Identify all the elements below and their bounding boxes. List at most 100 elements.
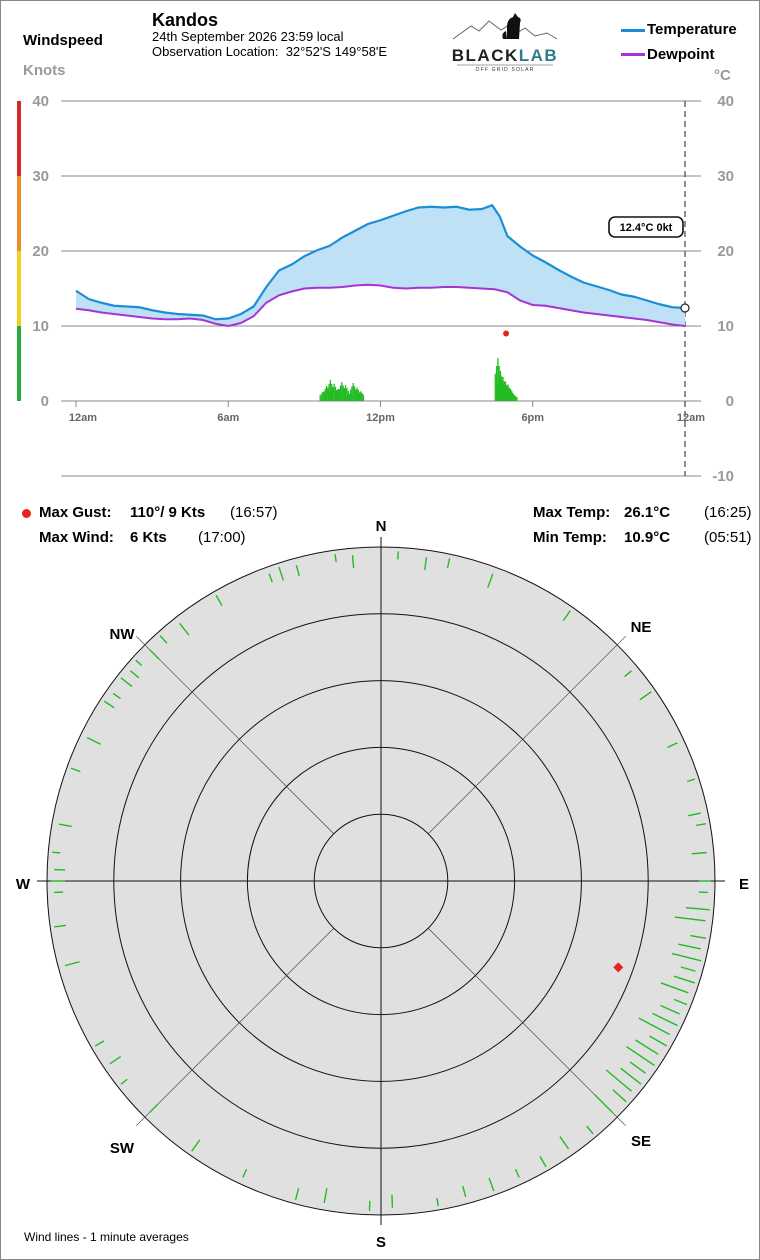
temperature-line	[75, 203, 686, 321]
wind-direction-line	[323, 1188, 328, 1204]
wind-bar	[357, 394, 359, 401]
wind-bar	[349, 389, 352, 401]
compass-label-s: S	[376, 1234, 386, 1251]
right-tick-label: 0	[726, 393, 734, 410]
wind-direction-line	[278, 566, 285, 581]
compass-diagonal	[136, 636, 334, 834]
max-wind-label: Max Wind:	[39, 529, 114, 546]
compass-label-sw: SW	[110, 1140, 135, 1157]
wind-scale-band	[17, 101, 21, 176]
wind-direction-line	[149, 1103, 159, 1113]
wind-bar	[503, 385, 505, 401]
wind-direction-line	[626, 1045, 655, 1067]
wind-bar	[334, 393, 337, 401]
compass-label-nw: NW	[110, 626, 136, 643]
max-wind-time: (17:00)	[198, 529, 246, 546]
wind-bar	[507, 384, 509, 401]
wind-bar	[511, 391, 513, 401]
wind-direction-line	[70, 767, 81, 773]
wind-bar	[506, 387, 508, 401]
left-axis-unit: Knots	[23, 62, 66, 79]
date-line: 24th September 2026 23:59 local	[152, 29, 344, 44]
wind-direction-line	[685, 906, 710, 911]
wind-bar	[327, 387, 329, 401]
wind-bar	[509, 389, 512, 401]
max-temp-time: (16:25)	[704, 504, 752, 521]
wind-direction-line	[109, 1056, 122, 1065]
wind-direction-line	[586, 1125, 594, 1135]
compass-label-se: SE	[631, 1133, 651, 1150]
temperature-wind-chart: 12.4°C 0kt 40 30 20 10 0 40 30 20 10 0 -10 12am 6am 1…	[17, 93, 734, 485]
wind-direction-line	[674, 916, 706, 922]
compass-diagonal	[136, 928, 334, 1126]
wind-bar	[339, 385, 342, 401]
x-tick-label: 12am	[677, 412, 705, 424]
wind-bar	[342, 390, 344, 401]
windspeed-label: Windspeed	[23, 32, 103, 49]
chart-series-lines	[75, 203, 686, 328]
wind-direction-line	[671, 952, 702, 962]
compass-diagonal	[428, 636, 626, 834]
wind-bar	[353, 392, 356, 401]
wind-direction-line	[660, 1004, 681, 1015]
legend-dewpoint-swatch	[621, 53, 645, 56]
current-point	[680, 303, 690, 313]
wind-direction-line	[120, 677, 133, 688]
wind-direction-line	[559, 1136, 570, 1150]
wind-direction-line	[149, 649, 160, 660]
wind-bar	[329, 380, 332, 401]
wind-direction-line	[424, 557, 428, 571]
wind-direction-line	[58, 823, 72, 828]
wind-direction-line	[268, 573, 273, 583]
wind-direction-line	[112, 692, 121, 700]
wind-bar	[497, 381, 499, 401]
wind-bar	[498, 376, 500, 401]
wind-bar	[494, 373, 496, 401]
wind-direction-line	[135, 659, 143, 667]
wind-direction-line	[514, 1168, 520, 1178]
min-temp-value: 10.9°C	[624, 529, 671, 546]
max-temp-label: Max Temp:	[533, 504, 611, 521]
wind-direction-line	[120, 1078, 128, 1085]
wind-bar	[508, 391, 510, 401]
max-gust-value: 110°/ 9 Kts	[130, 504, 206, 521]
logo-wordmark: BLACKLAB	[452, 46, 558, 65]
wind-direction-line	[667, 742, 678, 749]
wind-bar	[344, 385, 347, 401]
wind-bar	[504, 390, 507, 401]
wind-scale-band	[17, 326, 21, 401]
right-tick-label: 10	[717, 318, 734, 335]
wind-bar	[346, 396, 348, 401]
wind-direction-line	[242, 1168, 248, 1178]
wind-bar	[352, 383, 354, 401]
blacklab-logo-art: BLACKLAB OFF GRID SOLAR	[452, 13, 558, 73]
min-temp-time: (05:51)	[704, 529, 752, 546]
wind-direction-line	[690, 934, 707, 939]
wind-direction-lines	[51, 551, 711, 1211]
obs-coords: 32°52'S 149°58'E	[285, 44, 388, 59]
max-wind-value: 6 Kts	[130, 529, 167, 546]
wind-direction-line	[462, 1186, 467, 1198]
left-tick-label: 40	[32, 93, 49, 110]
wind-direction-line	[488, 1177, 495, 1192]
compass-gust-marker	[613, 962, 624, 973]
wind-direction-line	[64, 961, 80, 967]
wind-direction-line	[605, 1069, 632, 1092]
compass-label-w: W	[16, 876, 31, 893]
wind-direction-line	[660, 982, 689, 994]
wind-bar	[324, 388, 326, 401]
compass-label-n: N	[376, 518, 387, 535]
wind-bar	[351, 386, 353, 401]
wind-scale-band	[17, 251, 21, 326]
wind-direction-line	[215, 594, 223, 606]
logo-tagline: OFF GRID SOLAR	[475, 67, 534, 73]
left-tick-label: 30	[32, 168, 49, 185]
blacklab-logo: BLACKLAB OFF GRID SOLAR	[449, 9, 561, 73]
wind-bar	[325, 386, 328, 401]
max-gust-marker	[503, 330, 510, 337]
current-readout-box	[608, 216, 684, 238]
wind-bar	[502, 388, 504, 401]
wind-bar	[347, 394, 349, 401]
wind-bar	[495, 365, 498, 401]
max-temp-value: 26.1°C	[624, 504, 671, 521]
